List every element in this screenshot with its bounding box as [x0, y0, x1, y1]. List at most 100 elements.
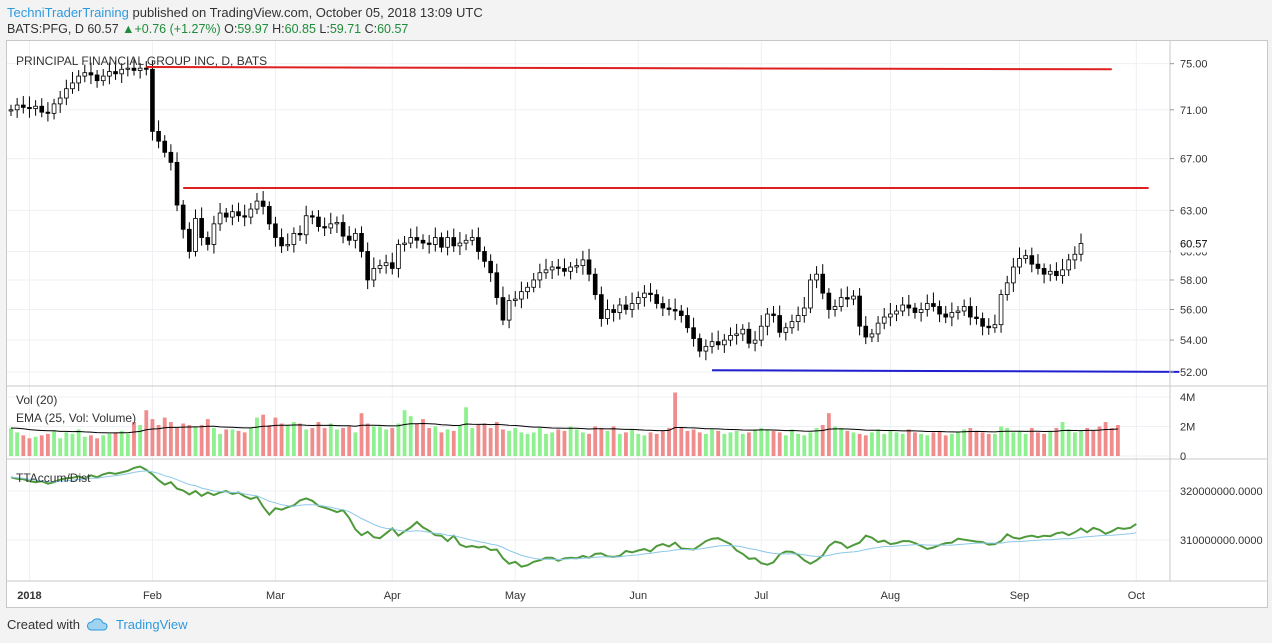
- candle-body: [254, 200, 260, 210]
- candle-body: [113, 71, 118, 75]
- candle: [199, 207, 204, 246]
- volume-bar: [845, 430, 850, 456]
- chart-container[interactable]: 2018 Feb Mar Apr May Jun Jul Aug Sep Oct 75.00 71.0…: [6, 40, 1268, 608]
- volume-bar: [906, 429, 911, 456]
- last-price: 60.57: [87, 22, 119, 36]
- volume-bar: [347, 426, 352, 456]
- candle: [777, 305, 782, 338]
- symbol-label: BATS:PFG, D: [7, 22, 84, 36]
- candle-body: [808, 279, 813, 309]
- candle: [1004, 275, 1010, 301]
- volume-bar: [27, 438, 32, 456]
- volume-bar: [267, 425, 272, 456]
- volume-bar: [150, 419, 155, 456]
- candle-body: [500, 297, 506, 321]
- candle: [740, 324, 746, 341]
- volume-bar: [1109, 427, 1114, 456]
- candle-body: [39, 105, 45, 113]
- candle: [611, 304, 616, 322]
- candle-body: [955, 310, 961, 313]
- candle: [248, 203, 254, 225]
- volume-bar: [408, 416, 413, 456]
- candle-body: [623, 304, 629, 310]
- axes: 2018 Feb Mar Apr May Jun Jul Aug Sep Oct 75.00 71.0…: [7, 41, 1267, 602]
- tradingview-link[interactable]: TradingView: [115, 617, 188, 632]
- volume-bar: [285, 425, 290, 456]
- price-pane: [8, 58, 1180, 373]
- volume-bar: [913, 432, 917, 456]
- candle: [918, 302, 924, 322]
- candle: [82, 64, 88, 83]
- volume-bar: [396, 423, 401, 456]
- candle-body: [389, 262, 395, 269]
- candle: [1035, 254, 1041, 275]
- volume-bar: [39, 435, 44, 456]
- candle-body: [1078, 243, 1084, 255]
- volume-bar: [445, 429, 450, 456]
- candle-body: [869, 333, 875, 338]
- candle: [383, 254, 389, 274]
- author-link[interactable]: TechniTraderTraining: [7, 5, 129, 20]
- candle-body: [433, 237, 438, 245]
- volume-bar: [144, 410, 149, 456]
- candle-body: [70, 82, 75, 90]
- volume-bar: [205, 419, 210, 456]
- candle: [223, 208, 229, 223]
- candle: [156, 120, 161, 149]
- candle-body: [672, 309, 678, 312]
- candle-body: [992, 324, 998, 329]
- candle-body: [666, 307, 672, 310]
- volume-bar: [679, 427, 684, 456]
- candle-body: [426, 242, 432, 245]
- volume-bar: [814, 427, 819, 456]
- volume-bar: [291, 422, 296, 456]
- candle: [303, 205, 309, 244]
- volume-bar: [261, 414, 266, 456]
- candle: [242, 204, 247, 227]
- candle-body: [986, 325, 992, 329]
- volume-bar: [279, 423, 284, 456]
- candle-body: [918, 309, 924, 313]
- candle: [426, 235, 432, 254]
- candle: [463, 234, 469, 251]
- publish-header: TechniTraderTraining published on Tradin…: [7, 4, 483, 21]
- candle-body: [273, 223, 278, 238]
- candle-body: [801, 307, 807, 316]
- candle: [697, 333, 703, 358]
- volume-bar: [199, 425, 204, 456]
- volume-bar: [537, 427, 542, 456]
- candle: [783, 322, 789, 341]
- candle: [512, 291, 518, 307]
- candle-body: [949, 312, 955, 318]
- candle-body: [476, 237, 481, 252]
- candle-body: [820, 273, 826, 294]
- volume-bar: [162, 417, 167, 456]
- chart-svg[interactable]: 2018 Feb Mar Apr May Jun Jul Aug Sep Oct 75.00 71.0…: [7, 41, 1267, 607]
- candle-body: [100, 75, 106, 82]
- candle-body: [506, 300, 512, 321]
- candle: [943, 305, 949, 324]
- volume-bar: [1011, 432, 1016, 456]
- volume-bar: [630, 429, 634, 456]
- volume-ema-label: EMA (25, Vol: Volume): [16, 411, 136, 425]
- candle: [476, 227, 481, 260]
- candle-body: [562, 268, 567, 272]
- triangle-up-icon: ▲: [122, 22, 135, 36]
- published-text: published on TradingView.com, October 05…: [128, 5, 483, 20]
- volume-bar: [316, 422, 321, 456]
- candle: [143, 61, 149, 76]
- volume-bar: [894, 432, 899, 456]
- volume-bar: [341, 427, 345, 456]
- candle: [402, 236, 407, 252]
- candle: [20, 96, 26, 114]
- candle: [33, 100, 38, 116]
- volume-bar: [876, 429, 880, 456]
- volume-bar: [304, 429, 309, 456]
- y-tick-label: 75.00: [1180, 59, 1208, 71]
- candle-body: [648, 292, 653, 296]
- symbol-line: BATS:PFG, D 60.57 ▲+0.76 (+1.27%) O:59.9…: [7, 21, 408, 38]
- candle: [64, 79, 69, 106]
- candle-body: [525, 286, 530, 293]
- candle-body: [1060, 269, 1065, 277]
- candle: [599, 286, 604, 327]
